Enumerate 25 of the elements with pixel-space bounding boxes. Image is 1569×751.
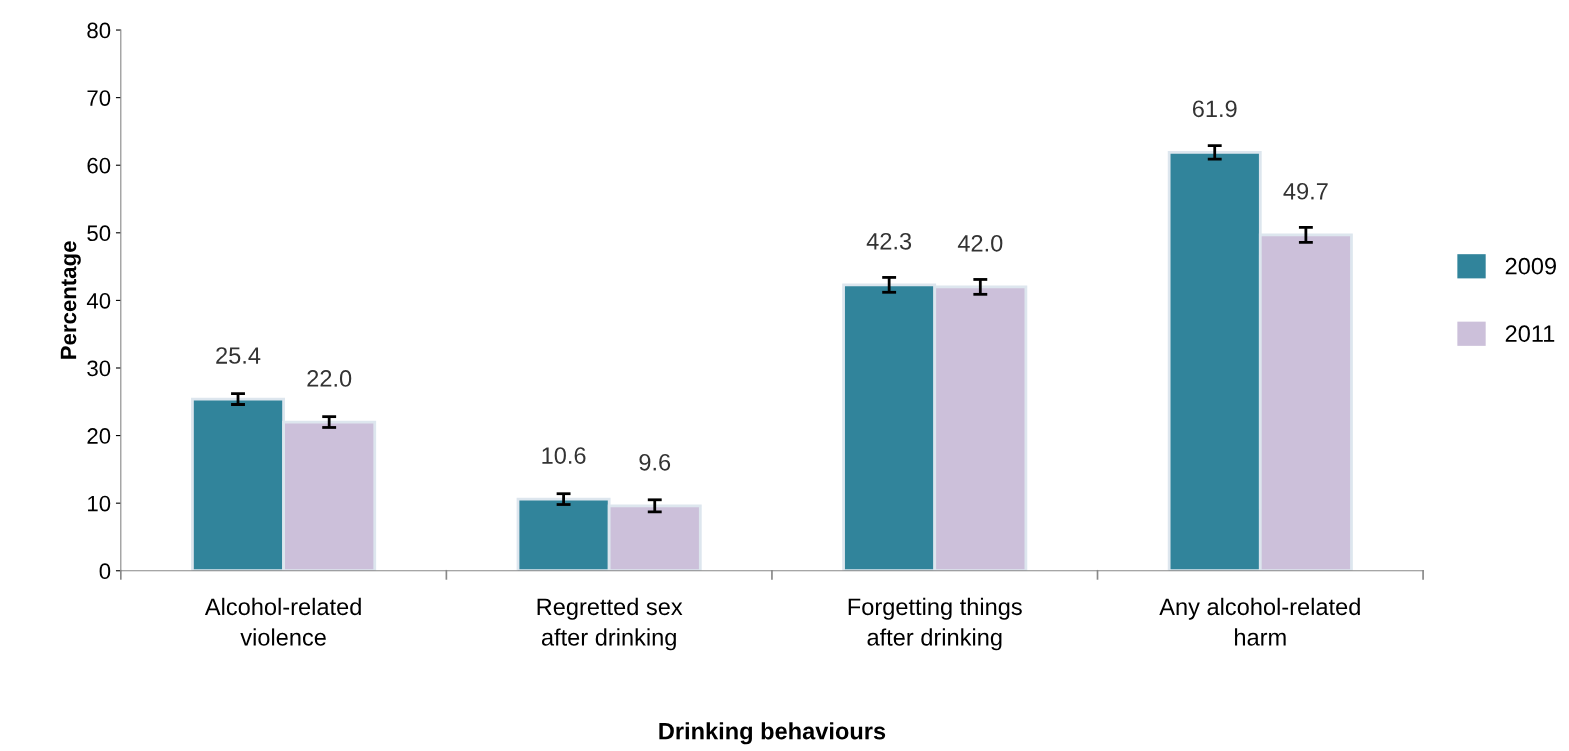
y-tick-label: 70 bbox=[87, 90, 111, 106]
x-axis-title: Drinking behaviours bbox=[659, 722, 886, 745]
data-label: 42.0 bbox=[957, 234, 1003, 252]
x-tick-label: Forgetting things after drinking bbox=[848, 597, 1022, 651]
y-tick-label: 40 bbox=[86, 292, 111, 309]
legend-label: 2011 bbox=[1505, 325, 1555, 342]
y-tick-label: 80 bbox=[87, 22, 111, 39]
data-label: 25.4 bbox=[216, 347, 261, 364]
legend-label: 2009 bbox=[1505, 257, 1556, 275]
data-label: 9.6 bbox=[639, 453, 671, 471]
y-axis-title: Percentage bbox=[60, 241, 81, 359]
data-label: 22.0 bbox=[307, 370, 352, 387]
y-tick-label: 30 bbox=[87, 360, 111, 377]
data-label: 42.3 bbox=[866, 232, 912, 250]
y-tick-label: 20 bbox=[87, 428, 111, 444]
data-label: 10.6 bbox=[542, 447, 586, 464]
x-tick-label: Regretted sex after drinking bbox=[537, 597, 683, 651]
data-label: 61.9 bbox=[1192, 100, 1237, 118]
y-tick-label: 60 bbox=[87, 157, 111, 174]
y-tick-label: 50 bbox=[87, 225, 111, 242]
data-label: 49.7 bbox=[1283, 182, 1328, 200]
x-tick-label: Alcohol-related violence bbox=[204, 597, 361, 646]
y-tick-label: 10 bbox=[88, 495, 111, 512]
x-tick-label: Any alcohol-related harm bbox=[1159, 597, 1360, 646]
y-tick-label: 0 bbox=[99, 563, 111, 580]
